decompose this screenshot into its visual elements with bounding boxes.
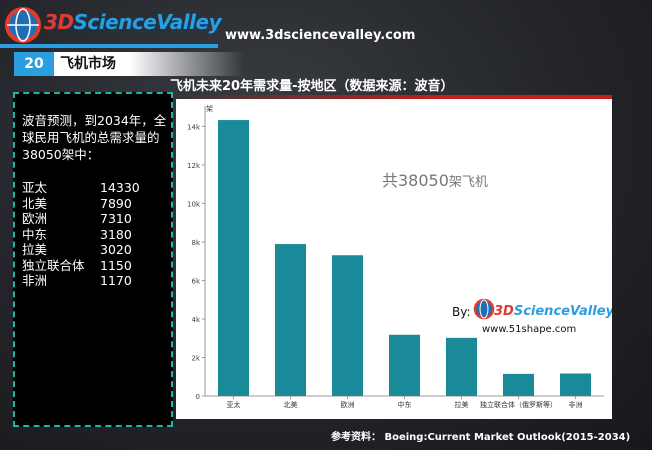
x-tick-label: 北美 bbox=[284, 400, 298, 409]
summary-region: 拉美 bbox=[22, 242, 48, 257]
reference-note: 参考资料： Boeing:Current Market Outlook(2015… bbox=[331, 432, 631, 443]
section-bar bbox=[54, 52, 244, 76]
y-tick-label: 12k bbox=[187, 162, 201, 170]
summary-row: 亚太 14330 bbox=[22, 180, 172, 196]
y-tick-label: 6k bbox=[191, 277, 200, 285]
y-tick-label: 0 bbox=[196, 393, 200, 401]
summary-value: 3020 bbox=[100, 242, 132, 257]
x-tick-label: 独立联合体（俄罗斯等） bbox=[480, 400, 557, 409]
x-tick-label: 欧洲 bbox=[341, 400, 355, 409]
bar bbox=[446, 337, 477, 396]
y-tick-label: 8k bbox=[191, 239, 200, 247]
y-tick-label: 2k bbox=[191, 354, 200, 362]
summary-row: 欧洲 7310 bbox=[22, 211, 172, 227]
bar bbox=[275, 244, 306, 396]
section-number: 20 bbox=[14, 52, 54, 76]
summary-row: 非洲 1170 bbox=[22, 273, 172, 289]
bar bbox=[560, 373, 591, 396]
summary-region: 北美 bbox=[22, 195, 48, 211]
y-axis-title: 架 bbox=[206, 105, 213, 113]
summary-row: 独立联合体 1150 bbox=[22, 258, 172, 274]
chart-canvas: 0 2k 4k 6k 8k 10k 12k 14k 架亚太 北美 欧洲 中东 拉美 独立联合体（俄罗斯等）… bbox=[187, 105, 612, 409]
summary-region: 独立联合体 bbox=[22, 257, 85, 273]
summary-value: 7890 bbox=[100, 195, 132, 211]
summary-value: 1170 bbox=[100, 273, 132, 288]
header-rule bbox=[0, 44, 218, 48]
total-annotation-value: 共38050 bbox=[382, 171, 449, 190]
bar bbox=[389, 334, 420, 396]
x-tick-label: 拉美 bbox=[455, 400, 469, 409]
summary-value: 1150 bbox=[100, 257, 132, 273]
brand-logo: 3DScienceValley bbox=[4, 4, 222, 44]
summary-value: 14330 bbox=[100, 180, 140, 195]
total-annotation-unit: 架飞机 bbox=[449, 175, 488, 190]
by-logo-text-part1: 3D bbox=[494, 304, 514, 319]
x-tick-label: 中东 bbox=[398, 400, 412, 409]
section-title: 飞机市场 bbox=[60, 56, 116, 72]
summary-region: 中东 bbox=[22, 226, 48, 242]
summary-value: 3180 bbox=[100, 226, 132, 242]
title-rule bbox=[176, 95, 612, 99]
summary-value: 7310 bbox=[100, 211, 132, 226]
by-logo-globe-icon bbox=[473, 298, 495, 320]
summary-row: 北美 7890 bbox=[22, 196, 172, 212]
total-annotation: 共38050架飞机 bbox=[382, 171, 488, 190]
x-tick-label: 非洲 bbox=[569, 400, 583, 409]
bar bbox=[503, 373, 534, 396]
summary-region: 非洲 bbox=[22, 273, 48, 288]
bar bbox=[218, 120, 249, 397]
bar-chart: 0 2k 4k 6k 8k 10k 12k 14k 架亚太 北美 欧洲 中东 拉美 独立联合体（俄罗斯等）… bbox=[176, 99, 612, 419]
summary-region: 亚太 bbox=[22, 180, 48, 195]
summary-row: 拉美 3020 bbox=[22, 242, 172, 258]
by-logo-text: 3DScienceValley bbox=[494, 304, 612, 319]
summary-panel: 波音预测，到2034年，全球民用飞机的总需求量的38050架中： 亚太 14330… bbox=[13, 92, 173, 427]
chart-title: 飞机未来20年需求量-按地区（数据来源：波音） bbox=[170, 79, 454, 94]
summary-intro: 波音预测，到2034年，全球民用飞机的总需求量的38050架中： bbox=[22, 113, 167, 162]
summary-list: 亚太 14330 北美 7890 欧洲 7310 中东 3180 拉美 3020 独立联合体 1150… bbox=[22, 180, 172, 289]
by-label: By: bbox=[452, 305, 471, 319]
bar bbox=[332, 255, 363, 396]
globe-icon bbox=[5, 7, 41, 43]
x-tick-label: 亚太 bbox=[227, 400, 241, 409]
by-logo-globe-meridian bbox=[479, 299, 489, 319]
y-tick-label: 14k bbox=[187, 123, 201, 131]
summary-region: 欧洲 bbox=[22, 211, 48, 226]
by-logo-text-part2: ScienceValley bbox=[514, 304, 612, 319]
logo-text: 3DScienceValley bbox=[44, 10, 222, 34]
site-url: www.3dsciencevalley.com bbox=[225, 28, 416, 43]
by-url: www.51shape.com bbox=[482, 324, 576, 335]
y-tick-label: 4k bbox=[191, 316, 200, 324]
y-tick-label: 10k bbox=[187, 200, 201, 208]
summary-row: 中东 3180 bbox=[22, 227, 172, 243]
